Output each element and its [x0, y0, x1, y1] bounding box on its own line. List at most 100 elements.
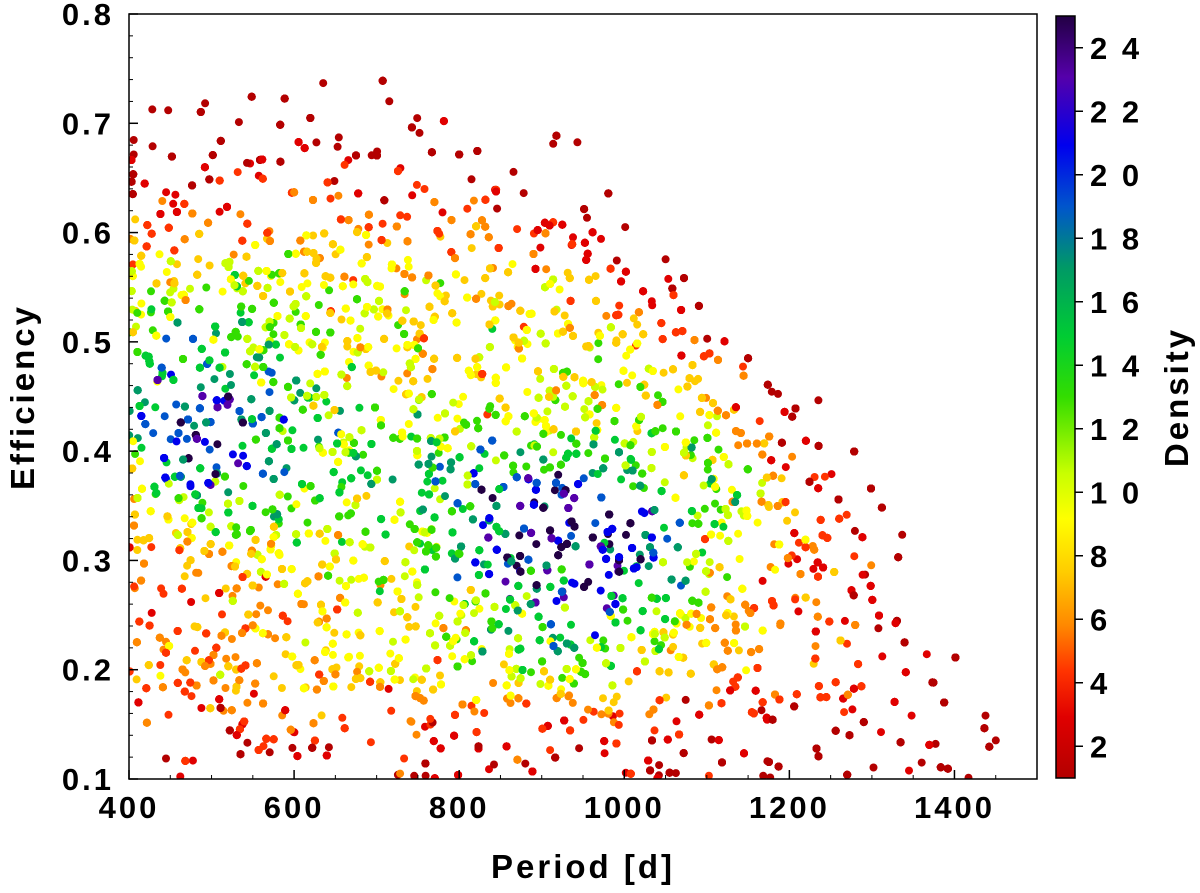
scatter-point: [436, 671, 444, 680]
scatter-point: [703, 421, 712, 430]
scatter-point: [337, 315, 346, 324]
scatter-point: [567, 531, 576, 540]
scatter-point: [229, 250, 238, 259]
scatter-point: [753, 518, 762, 527]
scatter-point: [767, 387, 776, 396]
scatter-point: [812, 598, 821, 607]
scatter-point: [612, 692, 621, 701]
scatter-point: [292, 500, 301, 509]
scatter-point: [483, 560, 492, 569]
scatter-point: [233, 168, 242, 177]
scatter-point: [190, 421, 199, 430]
scatter-point: [194, 255, 203, 264]
scatter-point: [390, 608, 398, 617]
scatter-point: [731, 620, 740, 629]
scatter-point: [238, 441, 247, 450]
scatter-point: [554, 470, 563, 479]
scatter-point: [599, 636, 608, 645]
scatter-point: [180, 514, 189, 523]
scatter-point: [842, 510, 851, 519]
scatter-point: [205, 445, 214, 454]
scatter-point: [309, 231, 318, 240]
scatter-point: [698, 548, 707, 557]
scatter-point: [592, 419, 601, 428]
scatter-point: [224, 488, 233, 497]
scatter-point: [288, 426, 297, 435]
scatter-point: [136, 457, 144, 466]
scatter-point: [137, 299, 146, 308]
scatter-point: [164, 710, 173, 719]
scatter-point: [227, 381, 235, 389]
scatter-point: [169, 199, 178, 208]
scatter-point: [509, 167, 518, 176]
scatter-point: [594, 339, 603, 348]
scatter-point: [734, 529, 743, 538]
scatter-point: [420, 185, 429, 193]
scatter-point: [931, 739, 940, 748]
scatter-point: [430, 484, 439, 493]
scatter-point: [501, 577, 510, 586]
scatter-point: [671, 769, 680, 778]
scatter-point: [197, 704, 206, 712]
scatter-point: [431, 588, 440, 597]
scatter-point: [878, 652, 887, 661]
scatter-point: [791, 508, 799, 517]
scatter-point: [301, 638, 310, 647]
scatter-point: [149, 429, 158, 438]
scatter-point: [558, 673, 567, 682]
scatter-point: [297, 283, 306, 291]
scatter-point: [375, 587, 384, 596]
scatter-point: [130, 582, 139, 591]
scatter-point: [560, 311, 569, 320]
scatter-point: [570, 579, 579, 588]
scatter-point: [243, 738, 252, 747]
scatter-point: [403, 212, 412, 221]
scatter-point: [536, 374, 545, 383]
scatter-point: [434, 448, 443, 457]
scatter-point: [133, 308, 142, 317]
scatter-point: [234, 459, 243, 468]
scatter-point: [843, 639, 851, 648]
scatter-point: [456, 609, 465, 618]
scatter-point: [131, 450, 140, 458]
scatter-point: [299, 443, 308, 452]
scatter-point: [449, 398, 458, 407]
scatter-point: [734, 441, 743, 450]
scatter-point: [359, 450, 368, 459]
scatter-point: [477, 289, 486, 298]
scatter-point: [628, 371, 637, 380]
scatter-point: [225, 370, 234, 378]
scatter-point: [212, 463, 221, 472]
scatter-point: [319, 281, 328, 289]
scatter-point: [532, 540, 541, 549]
scatter-point: [415, 128, 424, 137]
scatter-point: [575, 744, 584, 753]
scatter-point: [147, 287, 155, 296]
scatter-point: [162, 754, 170, 763]
scatter-point: [273, 580, 282, 589]
scatter-point: [716, 531, 725, 540]
scatter-point: [739, 362, 747, 371]
scatter-point: [228, 450, 237, 459]
scatter-point: [711, 499, 719, 508]
scatter-point: [964, 773, 973, 779]
scatter-point: [239, 482, 248, 490]
scatter-point: [221, 684, 230, 692]
scatter-point: [254, 583, 263, 592]
scatter-point: [413, 114, 422, 123]
scatter-point: [867, 561, 876, 570]
scatter-point: [283, 617, 292, 626]
scatter-point: [597, 710, 606, 719]
scatter-point: [827, 470, 836, 479]
scatter-point: [700, 504, 709, 513]
scatter-point: [467, 244, 476, 253]
scatter-point: [475, 464, 484, 473]
scatter-point: [580, 405, 589, 414]
scatter-point: [337, 537, 346, 546]
scatter-point: [495, 291, 504, 300]
scatter-point: [840, 708, 849, 717]
scatter-point: [905, 766, 913, 775]
scatter-point: [669, 642, 678, 651]
scatter-point: [196, 383, 205, 392]
scatter-point: [280, 468, 289, 477]
